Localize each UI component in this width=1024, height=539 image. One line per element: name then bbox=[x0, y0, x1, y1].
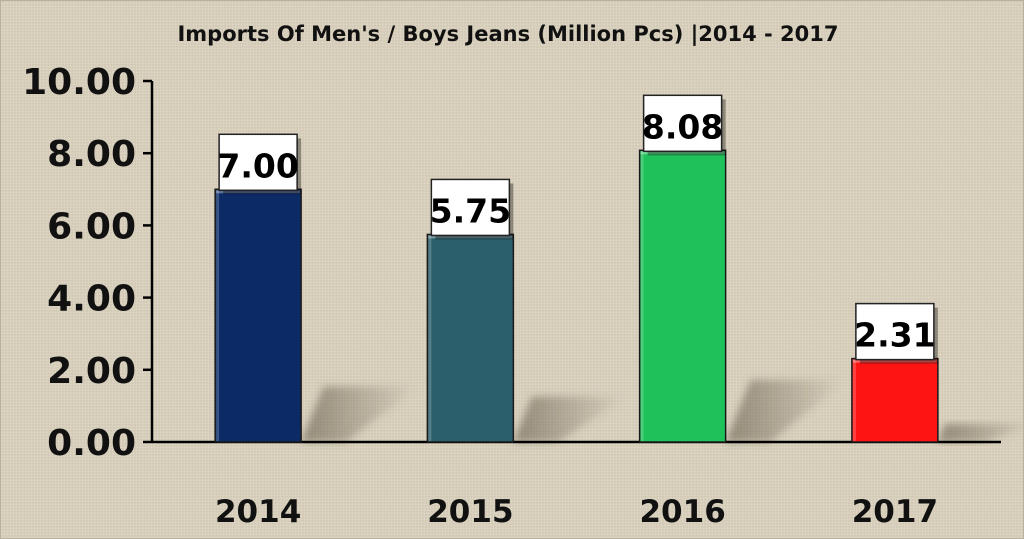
bar-2015 bbox=[426, 233, 515, 443]
bar-2017 bbox=[851, 357, 939, 443]
y-tick-label: 4.00 bbox=[47, 279, 136, 320]
x-axis: 2014 2015 2016 2017 bbox=[152, 440, 1001, 530]
y-tick-label: 0.00 bbox=[47, 423, 136, 464]
data-label-box bbox=[855, 302, 935, 361]
bar-highlight bbox=[640, 151, 644, 441]
x-tick-label: 2015 bbox=[427, 494, 513, 530]
data-label-2016: 8.08 bbox=[642, 107, 723, 146]
bar-highlight bbox=[852, 359, 856, 441]
bar-shadow bbox=[301, 386, 419, 442]
y-tick-label: 2.00 bbox=[47, 351, 136, 392]
bar-highlight bbox=[428, 235, 432, 441]
bars bbox=[214, 149, 939, 443]
bar-highlight bbox=[852, 359, 937, 363]
bar-shadow bbox=[937, 423, 1023, 442]
bar-highlight bbox=[640, 151, 725, 155]
data-label-box bbox=[642, 94, 723, 153]
data-label-box bbox=[430, 178, 511, 237]
bar-highlight bbox=[428, 235, 513, 239]
data-label-2014: 7.00 bbox=[217, 146, 298, 185]
chart-title: Imports Of Men's / Boys Jeans (Million P… bbox=[177, 22, 838, 47]
bar-shadow bbox=[725, 380, 846, 442]
x-tick-label: 2014 bbox=[215, 494, 301, 530]
bar-2016 bbox=[638, 149, 727, 443]
x-tick-label: 2016 bbox=[639, 494, 725, 530]
data-labels: 7.00 5.75 8.08 2.31 bbox=[217, 94, 938, 364]
bar-highlight bbox=[216, 190, 301, 194]
data-label-2015: 5.75 bbox=[430, 191, 511, 230]
x-tick-label: 2017 bbox=[852, 494, 938, 530]
bar-2014 bbox=[214, 188, 302, 443]
y-axis: 0.00 2.00 4.00 6.00 8.00 10.00 bbox=[22, 62, 154, 464]
bar-shadows bbox=[301, 380, 1023, 442]
y-tick-label: 8.00 bbox=[47, 134, 136, 175]
bar-shadow bbox=[513, 396, 627, 442]
bar-highlight bbox=[216, 190, 220, 441]
y-tick-label: 10.00 bbox=[22, 62, 136, 103]
data-label-box bbox=[218, 133, 298, 192]
data-label-2017: 2.31 bbox=[854, 316, 935, 355]
y-tick-label: 6.00 bbox=[47, 206, 136, 247]
